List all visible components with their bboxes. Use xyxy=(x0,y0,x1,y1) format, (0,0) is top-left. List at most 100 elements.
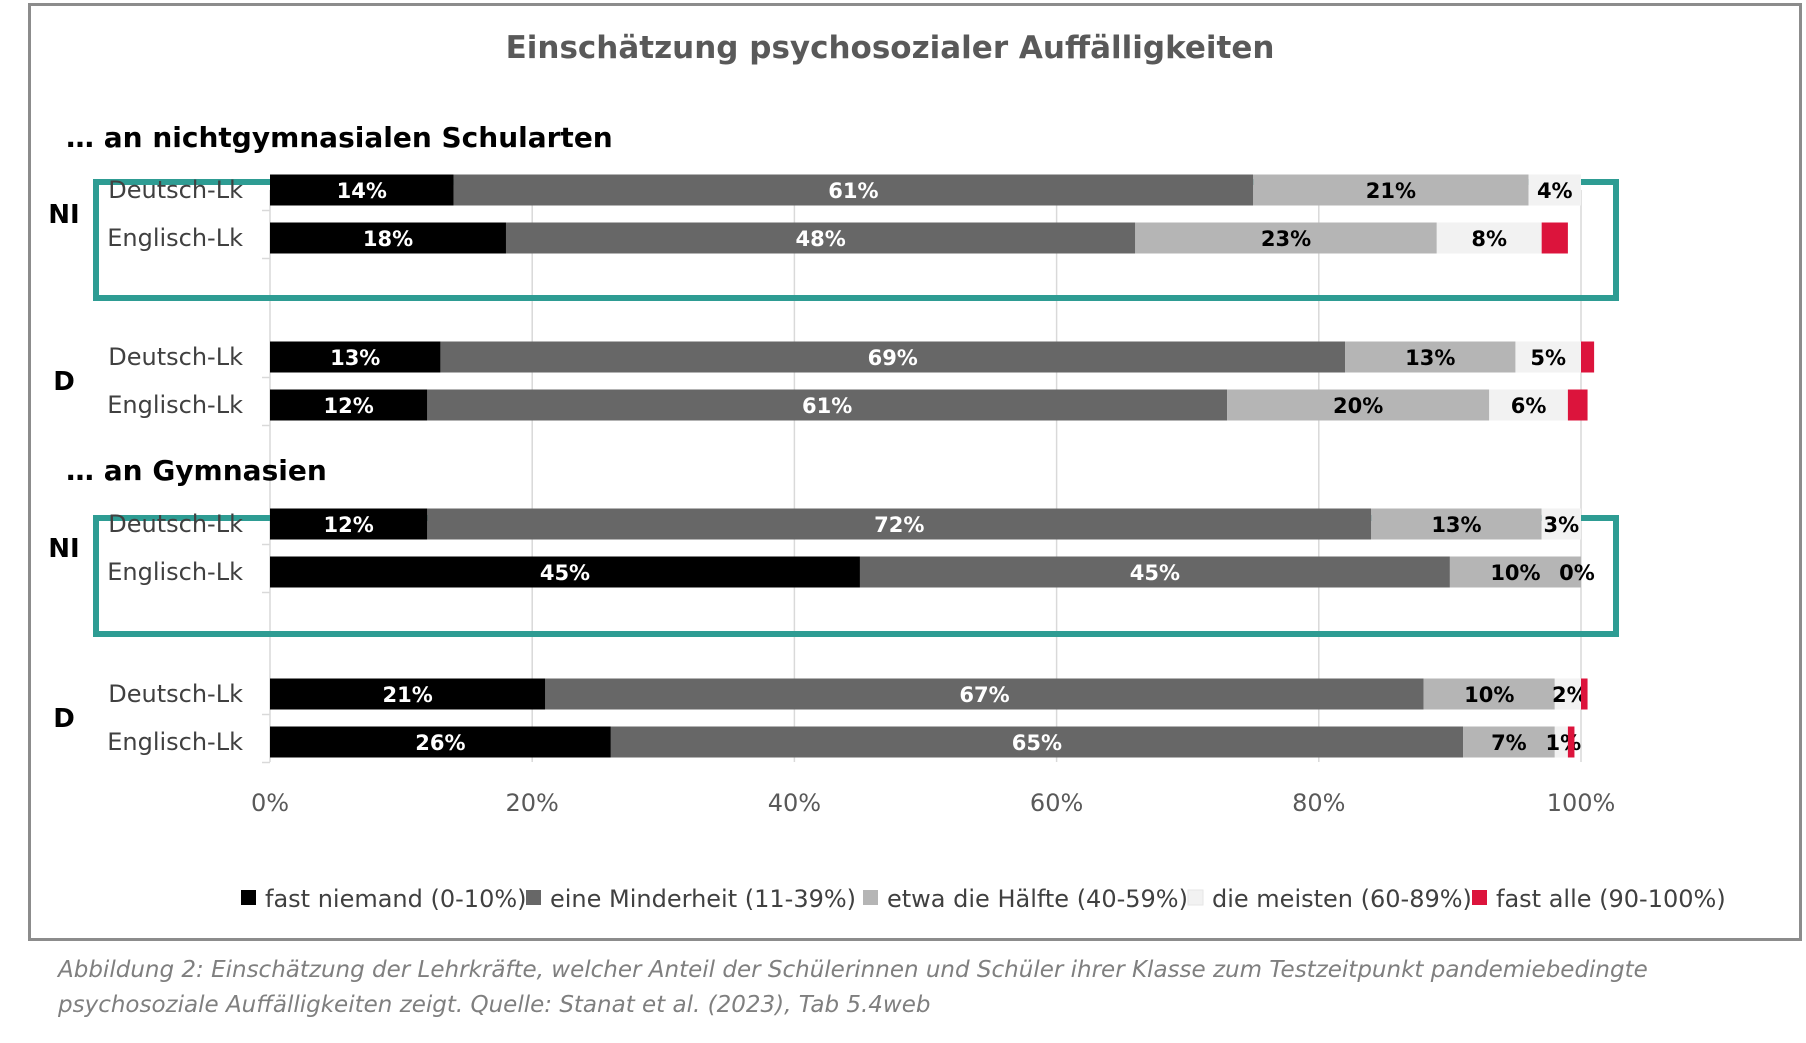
row-label: Englisch-Lk xyxy=(107,391,243,419)
bar-segment-1 xyxy=(270,222,506,254)
bar-segment-1 xyxy=(270,556,860,588)
row-label: Englisch-Lk xyxy=(107,558,243,586)
legend-label-4: die meisten (60-89%) xyxy=(1212,885,1472,913)
data-label: 7% xyxy=(1491,731,1527,755)
data-label: 10% xyxy=(1490,561,1540,585)
bar-segment-3 xyxy=(1135,222,1437,254)
x-tick-label-0: 0% xyxy=(251,789,289,817)
bar-segment-1 xyxy=(270,389,428,421)
data-label: 12% xyxy=(324,513,374,537)
data-label: 21% xyxy=(383,683,433,707)
row-label: Deutsch-Lk xyxy=(108,343,243,371)
x-tick-label-100: 100% xyxy=(1547,789,1616,817)
bar-segment-2 xyxy=(545,678,1424,710)
legend-label-3: etwa die Hälfte (40-59%) xyxy=(887,885,1188,913)
data-label: 10% xyxy=(1464,683,1514,707)
bar-segment-2 xyxy=(453,174,1254,206)
x-tick-label-40: 40% xyxy=(768,789,821,817)
data-label: 12% xyxy=(324,394,374,418)
data-label: 65% xyxy=(1012,731,1062,755)
bar-segment-1 xyxy=(270,726,611,758)
bar-segment-1 xyxy=(270,174,454,206)
bar-segment-2 xyxy=(440,341,1346,373)
bar-segment-2 xyxy=(610,726,1464,758)
data-label: 23% xyxy=(1261,227,1311,251)
bar-segment-4 xyxy=(1489,389,1568,421)
data-label: 3% xyxy=(1544,513,1580,537)
data-label: 21% xyxy=(1366,179,1416,203)
data-label: 1% xyxy=(1546,731,1582,755)
bar-segment-3 xyxy=(1227,389,1490,421)
data-label: 8% xyxy=(1471,227,1507,251)
legend-swatch-2 xyxy=(526,890,541,905)
data-label: 6% xyxy=(1511,394,1547,418)
legend-swatch-1 xyxy=(241,890,256,905)
legend-swatch-5 xyxy=(1472,890,1487,905)
legend-swatch-3 xyxy=(863,890,878,905)
legend-label-5: fast alle (90-100%) xyxy=(1496,885,1726,913)
x-tick-label-60: 60% xyxy=(1030,789,1083,817)
region-label-d-2: D xyxy=(53,704,75,734)
bar-segment-3 xyxy=(1345,341,1516,373)
legend-swatch-4 xyxy=(1187,889,1204,906)
x-tick-label-80: 80% xyxy=(1292,789,1345,817)
data-label: 13% xyxy=(1431,513,1481,537)
data-label: 45% xyxy=(1130,561,1180,585)
data-label: 48% xyxy=(795,227,845,251)
row-label: Deutsch-Lk xyxy=(108,510,243,538)
data-label: 45% xyxy=(540,561,590,585)
bar-segment-5 xyxy=(1581,678,1588,710)
row-label: Deutsch-Lk xyxy=(108,680,243,708)
data-label: 61% xyxy=(828,179,878,203)
legend-label-2: eine Minderheit (11-39%) xyxy=(550,885,856,913)
bar-segment-4 xyxy=(1515,341,1581,373)
section-title-2: … an Gymnasien xyxy=(66,454,327,487)
bar-segment-4 xyxy=(1541,508,1581,540)
data-label: 26% xyxy=(415,731,465,755)
region-label-d-1: D xyxy=(53,367,75,397)
data-label: 13% xyxy=(1405,346,1455,370)
region-label-ni-1: NI xyxy=(48,200,79,230)
bar-segment-1 xyxy=(270,678,546,710)
data-label: 20% xyxy=(1333,394,1383,418)
bar-segment-4 xyxy=(1436,222,1542,254)
bar-segment-5 xyxy=(1567,726,1575,758)
bar-segment-3 xyxy=(1423,678,1555,710)
figure-caption: Abbildung 2: Einschätzung der Lehrkräfte… xyxy=(58,953,1758,1023)
stacked-bar-chart: Einschätzung psychosozialer Auffälligkei… xyxy=(48,30,1726,913)
data-label: 18% xyxy=(363,227,413,251)
bar-segment-5 xyxy=(1567,389,1588,421)
bar-segment-3 xyxy=(1371,508,1542,540)
x-tick-label-20: 20% xyxy=(506,789,559,817)
bar-segment-2 xyxy=(427,508,1372,540)
row-label: Englisch-Lk xyxy=(107,728,243,756)
data-label: 5% xyxy=(1530,346,1566,370)
bar-segment-5 xyxy=(1541,222,1568,254)
row-label: Deutsch-Lk xyxy=(108,176,243,204)
data-label: 13% xyxy=(330,346,380,370)
bar-segment-4 xyxy=(1554,678,1581,710)
bar-segment-1 xyxy=(270,341,441,373)
bar-segment-5 xyxy=(1581,341,1595,373)
chart-frame xyxy=(28,3,1802,941)
data-label: 67% xyxy=(959,683,1009,707)
section-title-1: … an nichtgymnasialen Schularten xyxy=(66,121,613,154)
data-label: 61% xyxy=(802,394,852,418)
bar-segment-4 xyxy=(1528,174,1581,206)
data-label: 4% xyxy=(1537,179,1573,203)
bar-segment-4 xyxy=(1554,726,1568,758)
caption-line-1: Abbildung 2: Einschätzung der Lehrkräfte… xyxy=(58,957,1648,983)
bar-segment-3 xyxy=(1463,726,1555,758)
chart-title: Einschätzung psychosozialer Auffälligkei… xyxy=(506,30,1275,66)
data-label: 14% xyxy=(337,179,387,203)
data-label: 69% xyxy=(868,346,918,370)
bar-segment-2 xyxy=(427,389,1228,421)
bar-segment-2 xyxy=(505,222,1136,254)
data-label: 0% xyxy=(1559,561,1595,585)
bar-segment-3 xyxy=(1253,174,1529,206)
bar-segment-3 xyxy=(1449,556,1581,588)
region-label-ni-2: NI xyxy=(48,534,79,564)
caption-line-2: psychosoziale Auffälligkeiten zeigt. Que… xyxy=(58,992,931,1018)
row-label: Englisch-Lk xyxy=(107,224,243,252)
legend-label-1: fast niemand (0-10%) xyxy=(265,885,527,913)
